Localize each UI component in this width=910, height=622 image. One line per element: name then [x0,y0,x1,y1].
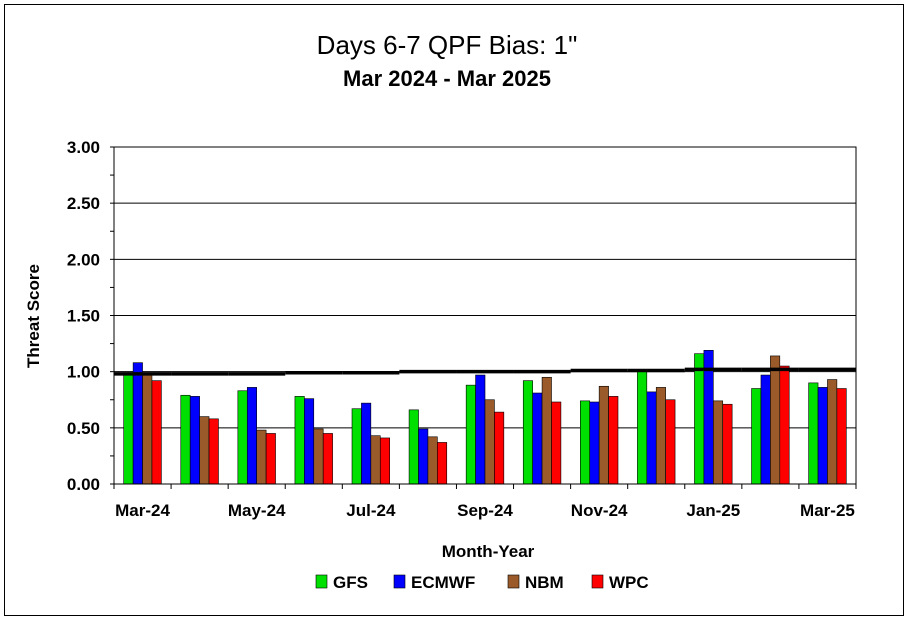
y-axis: 0.00 0.50 1.00 1.50 2.00 2.50 3.00 [67,138,114,494]
legend-swatch-ecmwf [393,574,406,589]
bar-ecmwf [589,401,600,485]
chart-frame [4,4,904,616]
bar-wpc [494,411,505,485]
bar-nbm [199,416,210,485]
x-axis: Mar-24 May-24 Jul-24 Sep-24 Nov-24 Jan-25 Mar-… [113,484,857,520]
bar-nbm [142,373,153,485]
bar-ecmwf [189,396,200,485]
bar-ecmwf [760,374,771,485]
bar-gfs [237,390,248,485]
x-tick-label: Jul-24 [346,501,396,520]
bar-nbm [713,400,724,485]
x-tick-label: Jan-25 [686,501,740,520]
bar-ecmwf [475,374,486,485]
bar-wpc [722,403,733,485]
bar-wpc [665,399,676,485]
bar-gfs [351,408,362,485]
y-tick-label: 0.50 [67,419,100,438]
bar-wpc [151,380,162,485]
bar-wpc [608,396,619,485]
y-tick-label: 1.50 [67,307,100,326]
bar-ecmwf [532,392,543,485]
bar-nbm [370,435,381,485]
bar-gfs [123,373,134,485]
legend-swatch-nbm [507,574,520,589]
legend-swatch-wpc [591,574,604,589]
bar-wpc [265,433,276,485]
bar-gfs [694,353,705,485]
bar-ecmwf [304,398,315,485]
bar-ecmwf [817,387,828,485]
chart-subtitle: Mar 2024 - Mar 2025 [343,66,551,91]
legend-label-wpc: WPC [609,573,649,592]
bar-ecmwf [132,362,143,485]
bar-wpc [437,442,448,485]
bar-nbm [313,428,324,485]
bar-gfs [180,394,191,485]
bar-ecmwf [418,428,429,485]
x-tick-label: Mar-24 [115,501,170,520]
y-tick-label: 0.00 [67,475,100,494]
bar-nbm [827,379,838,485]
y-tick-label: 3.00 [67,138,100,157]
bar-gfs [522,380,533,485]
bar-gfs [465,384,476,485]
chart-title: Days 6-7 QPF Bias: 1" [317,30,578,60]
bar-wpc [779,365,790,485]
x-axis-label: Month-Year [442,542,535,561]
bar-gfs [808,382,819,485]
bar-gfs [408,409,419,485]
y-tick-label: 2.50 [67,194,100,213]
bar-ecmwf [361,402,372,485]
bar-gfs [294,396,305,485]
bar-nbm [484,399,495,485]
bar-wpc [322,433,333,485]
legend: GFS ECMWF NBM WPC [315,573,649,592]
x-tick-label: Nov-24 [571,501,628,520]
y-tick-label: 1.00 [67,363,100,382]
y-axis-label: Threat Score [24,264,43,368]
bar-nbm [541,376,552,485]
bar-gfs [751,388,762,485]
bar-nbm [427,436,438,485]
reference-line [114,367,856,376]
bar-wpc [836,388,847,485]
bar-nbm [770,355,781,485]
bar-nbm [256,429,267,485]
bar-wpc [208,418,219,485]
legend-label-gfs: GFS [333,573,368,592]
x-tick-label: May-24 [228,501,286,520]
bar-wpc [551,401,562,485]
legend-label-nbm: NBM [525,573,564,592]
bar-ecmwf [646,391,657,485]
bar-nbm [598,385,609,485]
bar-nbm [655,387,666,485]
bar-ecmwf [246,387,257,485]
y-tick-label: 2.00 [67,250,100,269]
x-tick-label: Mar-25 [800,501,855,520]
legend-swatch-gfs [315,574,328,589]
bar-gfs [580,400,591,485]
legend-label-ecmwf: ECMWF [411,573,475,592]
bar-gfs [637,371,648,485]
x-tick-label: Sep-24 [457,501,513,520]
bar-wpc [379,437,390,485]
